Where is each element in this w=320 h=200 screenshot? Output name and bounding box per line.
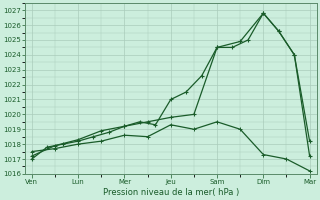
X-axis label: Pression niveau de la mer( hPa ): Pression niveau de la mer( hPa ) — [103, 188, 239, 197]
